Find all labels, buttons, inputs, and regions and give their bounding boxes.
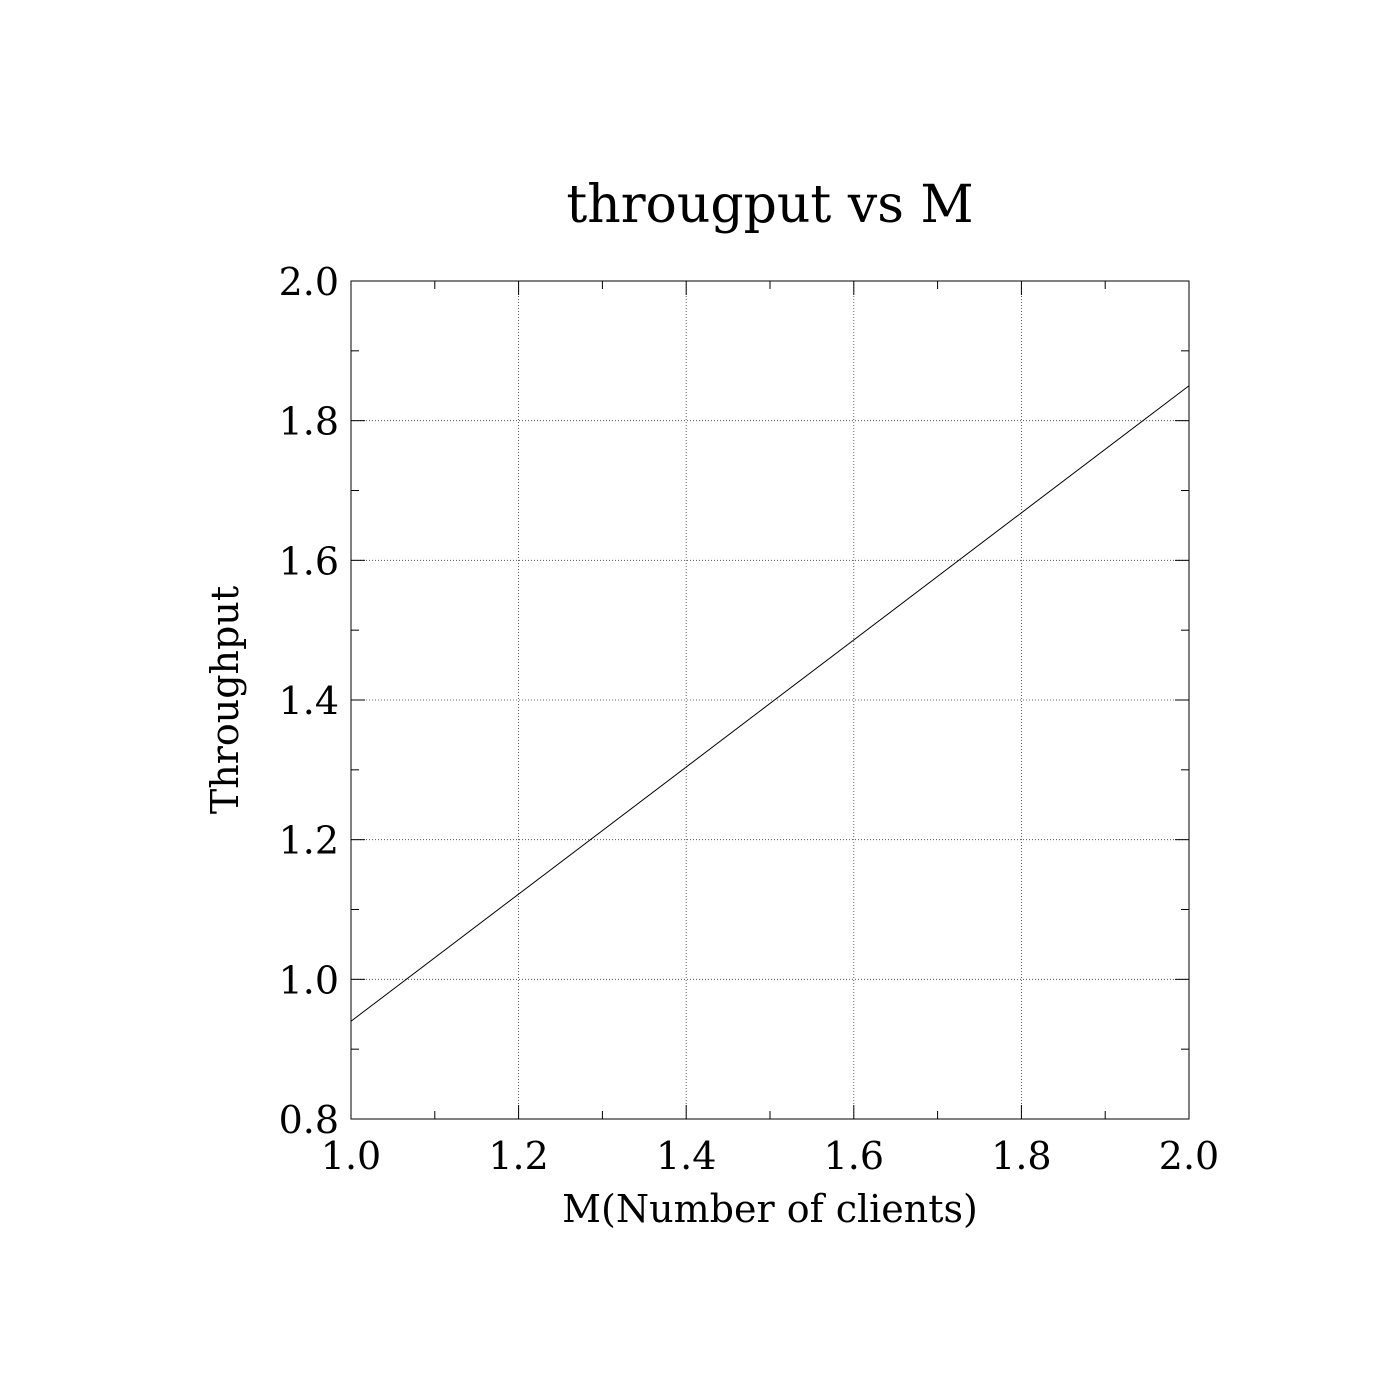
x-tick-label: 1.8 xyxy=(991,1134,1051,1178)
x-tick-label: 2.0 xyxy=(1159,1134,1219,1178)
grid-lines xyxy=(351,281,1189,1119)
y-axis-label: Throughput xyxy=(203,586,247,814)
y-tick-label: 1.4 xyxy=(279,679,339,723)
x-tick-labels: 1.0 1.2 1.4 1.6 1.8 2.0 xyxy=(321,1134,1219,1178)
x-tick-label: 1.4 xyxy=(656,1134,716,1178)
y-tick-labels: 0.8 1.0 1.2 1.4 1.6 1.8 2.0 xyxy=(279,260,339,1142)
x-tick-label: 1.2 xyxy=(488,1134,548,1178)
series-group xyxy=(350,385,1190,1022)
y-tick-label: 1.8 xyxy=(279,400,339,444)
y-tick-label: 0.8 xyxy=(279,1098,339,1142)
plot-frame xyxy=(350,280,1190,1120)
axis-ticks xyxy=(350,280,1190,1120)
x-tick-label: 1.0 xyxy=(321,1134,381,1178)
x-axis-label: M(Number of clients) xyxy=(562,1187,978,1231)
y-tick-label: 1.0 xyxy=(279,958,339,1002)
chart-title: througput vs M xyxy=(566,175,973,235)
x-tick-label: 1.6 xyxy=(824,1134,884,1178)
y-tick-label: 2.0 xyxy=(279,260,339,304)
y-tick-label: 1.2 xyxy=(279,819,339,863)
throughput-series-line xyxy=(350,385,1190,1022)
y-tick-label: 1.6 xyxy=(279,539,339,583)
